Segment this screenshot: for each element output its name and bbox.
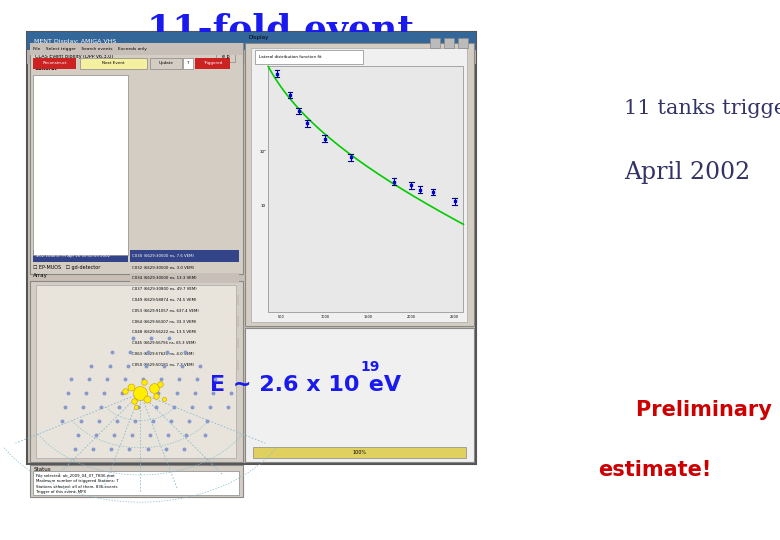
Text: C049 (6629:58874 ns, 74.5 VEM): C049 (6629:58874 ns, 74.5 VEM) bbox=[133, 298, 197, 302]
FancyBboxPatch shape bbox=[130, 360, 239, 370]
FancyBboxPatch shape bbox=[130, 262, 239, 273]
Text: 7: 7 bbox=[186, 61, 190, 65]
Text: 1500: 1500 bbox=[363, 315, 373, 319]
FancyBboxPatch shape bbox=[253, 447, 466, 458]
Text: C034 (6629:30500 ns, 13.3 VEM): C034 (6629:30500 ns, 13.3 VEM) bbox=[133, 276, 197, 280]
FancyBboxPatch shape bbox=[430, 38, 440, 48]
FancyBboxPatch shape bbox=[195, 58, 230, 69]
Text: #02.10483c Fri Apr 26 00:52:03 2002: #02.10483c Fri Apr 26 00:52:03 2002 bbox=[36, 254, 110, 258]
FancyBboxPatch shape bbox=[34, 471, 239, 495]
Text: Trigger of this event: MPX: Trigger of this event: MPX bbox=[36, 490, 86, 494]
Text: C063 (6629:57621 ns, 4.0 VEM): C063 (6629:57621 ns, 4.0 VEM) bbox=[133, 352, 194, 356]
Text: 500: 500 bbox=[278, 315, 285, 319]
Text: estimate!: estimate! bbox=[598, 460, 712, 480]
FancyBboxPatch shape bbox=[30, 281, 243, 462]
FancyBboxPatch shape bbox=[268, 66, 463, 312]
FancyBboxPatch shape bbox=[183, 58, 193, 69]
FancyBboxPatch shape bbox=[444, 38, 454, 48]
Text: 11-fold event: 11-fold event bbox=[147, 13, 414, 46]
Text: MENT Display: AMIGA VHS: MENT Display: AMIGA VHS bbox=[34, 39, 115, 44]
Text: 2000: 2000 bbox=[407, 315, 416, 319]
FancyBboxPatch shape bbox=[151, 58, 182, 69]
Text: C053 (6629:91057 ns, 637.4 VEM): C053 (6629:91057 ns, 637.4 VEM) bbox=[133, 309, 199, 313]
FancyBboxPatch shape bbox=[34, 58, 76, 69]
Text: C032 (6629:30500 ns, 3.0 VEM): C032 (6629:30500 ns, 3.0 VEM) bbox=[133, 266, 194, 269]
Text: Update: Update bbox=[158, 61, 173, 65]
Text: Array: Array bbox=[34, 273, 48, 278]
FancyBboxPatch shape bbox=[130, 349, 239, 359]
FancyBboxPatch shape bbox=[34, 250, 128, 262]
Text: E ~ 2.6 x 10: E ~ 2.6 x 10 bbox=[210, 375, 359, 395]
Text: C048 (6629:56222 ns, 13.5 VEM): C048 (6629:56222 ns, 13.5 VEM) bbox=[133, 330, 197, 334]
Text: Status: Status bbox=[34, 467, 51, 472]
Text: 19: 19 bbox=[360, 360, 380, 374]
Text: 2500: 2500 bbox=[450, 315, 459, 319]
Text: 1000: 1000 bbox=[320, 315, 329, 319]
FancyBboxPatch shape bbox=[27, 50, 476, 64]
Text: Control: Control bbox=[35, 66, 58, 71]
FancyBboxPatch shape bbox=[36, 285, 236, 458]
Text: File    Select trigger    Search events    Exceeds only: File Select trigger Search events Exceed… bbox=[34, 47, 147, 51]
FancyBboxPatch shape bbox=[34, 75, 128, 255]
Text: ☐ EP-MUOS   ☐ gd-detector: ☐ EP-MUOS ☐ gd-detector bbox=[34, 265, 101, 271]
Text: April 2002: April 2002 bbox=[624, 161, 750, 184]
Text: eV: eV bbox=[360, 375, 401, 395]
Text: Stations selected: all of them, 836 events: Stations selected: all of them, 836 even… bbox=[36, 484, 117, 489]
Text: CLAS Event Bloxity (DPP v6.3.0): CLAS Event Bloxity (DPP v6.3.0) bbox=[35, 55, 113, 59]
FancyBboxPatch shape bbox=[30, 43, 243, 274]
FancyBboxPatch shape bbox=[30, 43, 243, 55]
FancyBboxPatch shape bbox=[130, 316, 239, 327]
Text: Triggered: Triggered bbox=[203, 61, 222, 65]
Text: C045 (6629:56756 ns, 65.3 VEM): C045 (6629:56756 ns, 65.3 VEM) bbox=[133, 341, 196, 345]
FancyBboxPatch shape bbox=[80, 58, 147, 69]
FancyBboxPatch shape bbox=[130, 338, 239, 348]
Text: e p: e p bbox=[222, 55, 229, 59]
FancyBboxPatch shape bbox=[245, 43, 473, 326]
Text: Next Event: Next Event bbox=[102, 61, 125, 65]
FancyBboxPatch shape bbox=[130, 284, 239, 294]
Text: Maximum number of triggered Stations: 7: Maximum number of triggered Stations: 7 bbox=[36, 479, 119, 483]
Text: Preliminary energy: Preliminary energy bbox=[636, 400, 780, 421]
FancyBboxPatch shape bbox=[130, 273, 239, 284]
FancyBboxPatch shape bbox=[130, 295, 239, 305]
FancyBboxPatch shape bbox=[27, 32, 476, 50]
Text: 100%: 100% bbox=[353, 450, 366, 455]
Text: C064 (6629:56307 ns, 33.3 VEM): C064 (6629:56307 ns, 33.3 VEM) bbox=[133, 320, 197, 323]
Text: Lateral distribution function fit: Lateral distribution function fit bbox=[259, 55, 321, 59]
Text: 10: 10 bbox=[261, 204, 266, 207]
Text: File selected: ab_2009_04_07_TB36.root: File selected: ab_2009_04_07_TB36.root bbox=[36, 474, 115, 478]
Text: C030 (6629:30500 ns, 7.6 VEM): C030 (6629:30500 ns, 7.6 VEM) bbox=[133, 254, 194, 258]
Text: Display: Display bbox=[249, 36, 269, 40]
Text: Reconstruct: Reconstruct bbox=[43, 61, 67, 65]
FancyBboxPatch shape bbox=[130, 250, 239, 262]
FancyBboxPatch shape bbox=[130, 327, 239, 338]
FancyBboxPatch shape bbox=[30, 465, 243, 497]
FancyBboxPatch shape bbox=[251, 48, 467, 322]
FancyBboxPatch shape bbox=[130, 306, 239, 316]
FancyBboxPatch shape bbox=[245, 328, 473, 462]
FancyBboxPatch shape bbox=[215, 52, 236, 62]
Text: C050 (6629:50181 ns, 7.2 VEM): C050 (6629:50181 ns, 7.2 VEM) bbox=[133, 363, 194, 367]
FancyBboxPatch shape bbox=[458, 38, 468, 48]
Text: 11 tanks triggered: 11 tanks triggered bbox=[624, 98, 780, 118]
FancyBboxPatch shape bbox=[255, 50, 363, 64]
Text: C037 (6629:30800 ns, 49.7 VEM): C037 (6629:30800 ns, 49.7 VEM) bbox=[133, 287, 197, 291]
FancyBboxPatch shape bbox=[27, 32, 476, 464]
Text: 10²: 10² bbox=[259, 150, 266, 154]
